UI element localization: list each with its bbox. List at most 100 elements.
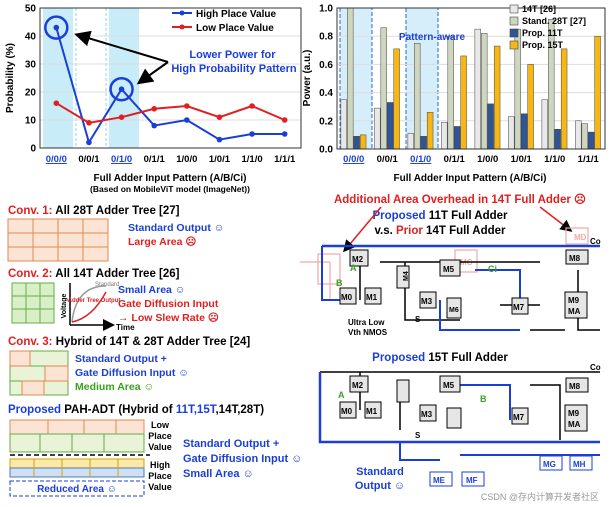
legend-label: Prop. 11T: [522, 28, 563, 38]
ma-label-15t: MA: [568, 420, 581, 429]
bar: [340, 99, 347, 150]
series-line-1: [55, 102, 286, 124]
circuit-11t: M2 M4 M5 M0 M1 M3 M6 M7 M8 M9 MA Co A B …: [321, 237, 601, 337]
conv1-title-b: All 28T Adder Tree [27]: [53, 205, 180, 217]
title15-b: 15T Full Adder: [425, 352, 508, 364]
x-tick-label: 0/1/1: [144, 154, 166, 165]
m0-label-15t: M0: [341, 407, 353, 416]
power-x-axis-label: Full Adder Input Pattern (A/B/Ci): [394, 173, 547, 184]
x-tick-label: 1/1/1: [274, 154, 296, 165]
legend-swatch: [509, 40, 519, 50]
bar: [474, 28, 481, 150]
prop-title-b: PAH-ADT (Hybrid of: [61, 404, 176, 416]
bar: [353, 136, 360, 150]
conv1-title-a: Conv. 1:: [8, 205, 53, 217]
co-label-11t: Co: [590, 237, 601, 246]
y-tick-label: 1.0: [319, 4, 333, 15]
data-point: [118, 114, 125, 120]
data-point: [53, 100, 60, 106]
prior-md-label: MD: [574, 233, 587, 242]
proposed-section: Proposed PAH-ADT (Hybrid of 11T,15T,14T,…: [8, 404, 302, 497]
m9-label: M9: [568, 296, 580, 305]
conv2-section: Conv. 2: All 14T Adder Tree [26] Voltage…: [8, 268, 219, 332]
compare-b: Prior: [396, 225, 423, 237]
mg-label: MG: [543, 460, 556, 469]
x-tick-label: 0/1/1: [444, 154, 466, 165]
data-point: [53, 24, 60, 31]
prop-line3: Small Area ☺: [183, 468, 254, 480]
std-output-label: Standard Output ☺: [355, 466, 405, 492]
s-label-11t: S: [415, 315, 421, 324]
legend-swatch: [509, 28, 519, 38]
bar: [493, 45, 501, 150]
legend-high: High Place Value: [196, 9, 276, 20]
bar: [407, 133, 414, 150]
bar: [380, 27, 387, 150]
high-place-label: High Place Value: [148, 460, 172, 492]
bar: [527, 64, 534, 150]
y-tick-label: 0: [30, 144, 36, 155]
legend-low: Low Place Value: [196, 23, 274, 34]
data-point: [184, 103, 190, 109]
m8-label: M8: [569, 254, 581, 263]
a-label-11t: A: [350, 263, 357, 273]
m3-label-15t: M3: [421, 410, 433, 419]
x-tick-label: 0/1/0: [111, 154, 132, 165]
power-chart: 0.0 0.2 0.4 0.6 0.8 1.0 0/0/0 0/0/1 0/1/0 0/1/1 1/…: [302, 4, 606, 184]
legend-label: 14T [26]: [522, 4, 556, 14]
x-axis-label: Full Adder Input Pattern (A/B/Ci): [94, 173, 247, 184]
conv2-line1: Small Area ☺: [118, 284, 186, 296]
data-point: [151, 106, 157, 112]
conv1-line1: Standard Output ☺: [128, 222, 224, 234]
x-tick-label: 0/1/0: [410, 154, 431, 165]
bar: [508, 116, 515, 150]
x-tick-label: 1/0/1: [511, 154, 533, 165]
bar: [521, 113, 528, 150]
bar: [454, 126, 461, 150]
conv1-line2: Large Area ☹: [128, 235, 196, 248]
x-tick-label: 1/0/0: [176, 154, 197, 165]
slew-rate-graph: Voltage Time Standard Adder Tree Output: [61, 282, 135, 332]
ci-label-11t: Ci: [488, 264, 497, 274]
conv3-tree-diagram: [9, 350, 69, 396]
overhead-text: Additional Area Overhead in 14T Full Add…: [334, 193, 586, 206]
m2-label-15t: M2: [352, 381, 364, 390]
x-tick-label: 1/1/1: [578, 154, 600, 165]
power-y-axis-label: Power (a.u.): [302, 50, 313, 107]
bar: [588, 131, 595, 150]
probability-chart: 0 10 20 30 40 50 0/0/0 0/0/1 0/1/0 0/1/1 1/0/0 1/0/…: [5, 4, 302, 194]
bar: [393, 48, 400, 150]
bar: [541, 99, 548, 150]
m8-label-15t: M8: [569, 382, 581, 391]
y-tick-label: 0.4: [319, 88, 333, 99]
m7-label-15t: M7: [513, 413, 525, 422]
bar: [441, 121, 448, 150]
bar: [420, 136, 427, 150]
circuit-15t: M2 M5 M0 M1 M3 M7 M8 M9 MA Co A B S: [318, 363, 601, 487]
x-tick-label: 1/1/0: [544, 154, 565, 165]
m9-label-15t: M9: [568, 409, 580, 418]
y-tick-label: 30: [25, 60, 37, 71]
conv3-section: Conv. 3: Hybrid of 14T & 28T Adder Tree …: [8, 336, 250, 396]
y-tick-label: 20: [25, 88, 37, 99]
svg-text:v.s. Prior 14T Full Adder: v.s. Prior 14T Full Adder: [374, 225, 506, 237]
svg-text:Conv. 3: Hybrid of 14T & 28T A: Conv. 3: Hybrid of 14T & 28T Adder Tree …: [8, 336, 250, 348]
bar: [487, 103, 494, 150]
svg-text:Conv. 2: All 14T Adder Tree [2: Conv. 2: All 14T Adder Tree [26]: [8, 268, 180, 280]
conv2-title-a: Conv. 2:: [8, 268, 53, 280]
conv2-line2: Gate Diffusion Input: [118, 298, 219, 310]
pattern-aware-label: Pattern-aware: [399, 32, 466, 43]
svg-text:Conv. 1: All 28T Adder Tree [2: Conv. 1: All 28T Adder Tree [27]: [8, 205, 180, 217]
me-label: ME: [433, 476, 446, 485]
m6-label: M6: [449, 307, 459, 314]
bar: [548, 19, 555, 150]
x-tick-label: 0/0/0: [343, 154, 364, 165]
y-tick-label: 0.2: [319, 116, 333, 127]
bar: [581, 123, 588, 150]
data-point: [216, 136, 223, 143]
title11-b: 11T Full Adder: [426, 210, 509, 222]
bar: [481, 33, 488, 150]
data-point: [86, 139, 92, 146]
conv1-tree-diagram: [7, 218, 109, 262]
reduced-area-label: Reduced Area ☺: [37, 484, 117, 495]
